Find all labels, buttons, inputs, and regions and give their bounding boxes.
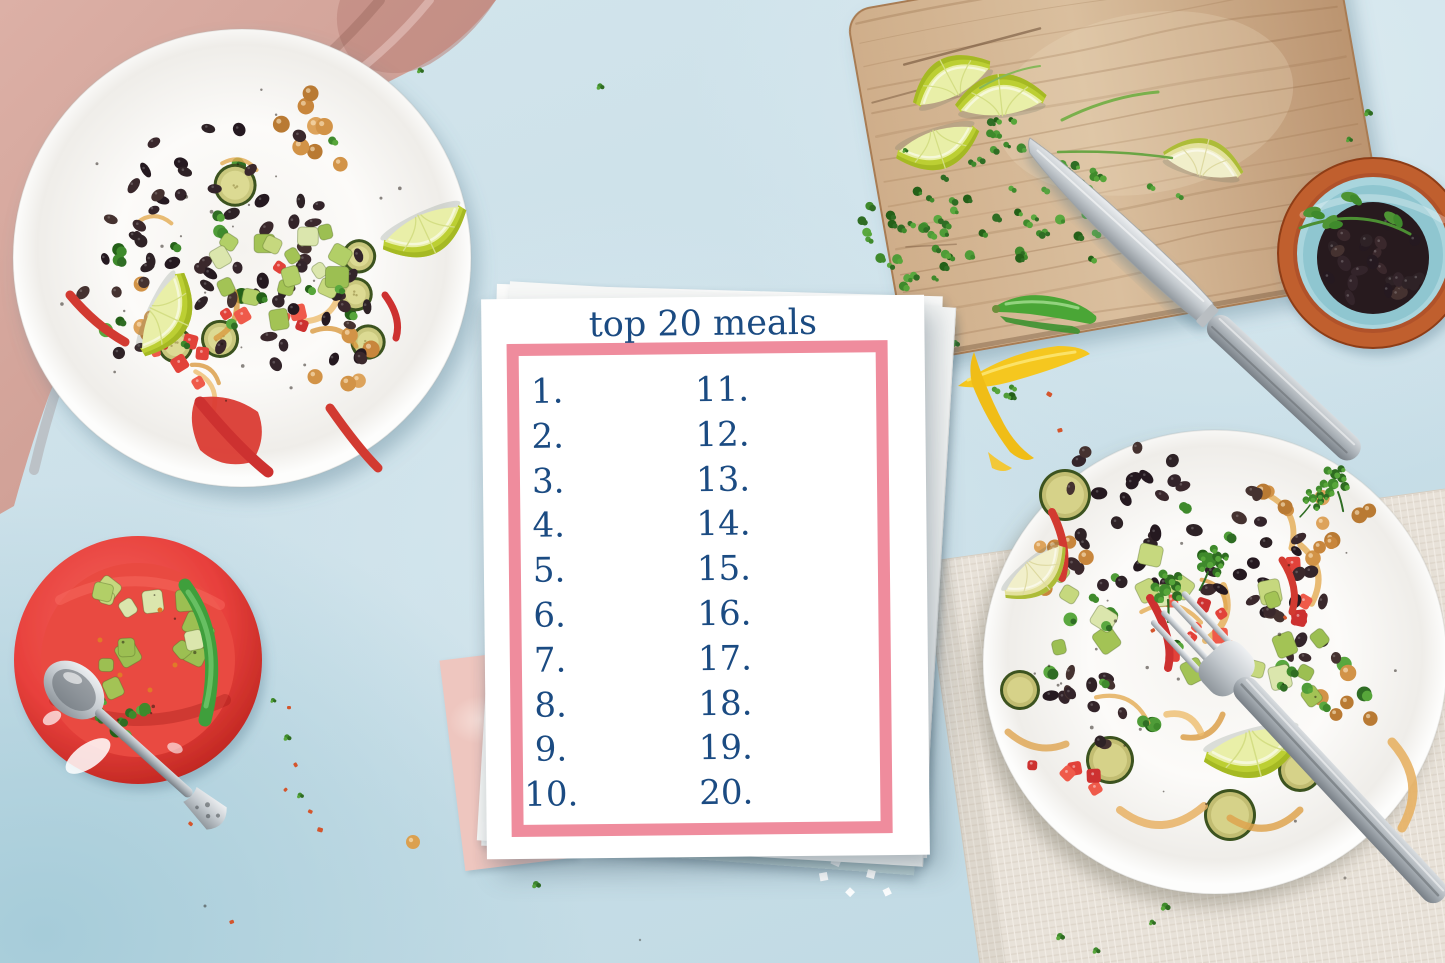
fajita-veggie-plate-top-left [12, 28, 472, 488]
parsley-bit [1149, 919, 1156, 926]
parsley-bit [1160, 902, 1171, 911]
parsley-bit [745, 837, 752, 844]
parsley-bit [283, 734, 292, 741]
black-beans-terracotta-bowl [1277, 157, 1445, 349]
parsley-bit [1346, 136, 1353, 143]
parsley-bit [596, 83, 605, 90]
parsley-bit [532, 880, 542, 889]
fork [1150, 591, 1445, 904]
parsley-bit [297, 792, 304, 799]
dinner-knife [1028, 137, 1361, 461]
parsley-bit [1056, 932, 1066, 941]
yellow-pepper-strips [958, 346, 1090, 471]
green-chili [992, 295, 1097, 334]
parsley-bit [270, 697, 277, 703]
parsley-sprig [1150, 569, 1183, 624]
parsley-sprig [1299, 485, 1329, 518]
lime-wedge [135, 270, 193, 357]
parsley-bit [902, 147, 909, 153]
board-garnish [857, 55, 1244, 401]
parsley-bit [417, 67, 424, 74]
lime-wedge [912, 55, 994, 111]
lime-wedge [1001, 541, 1066, 599]
lime-wedge [380, 200, 467, 258]
ornate-spoon [43, 660, 227, 830]
parsley-sprig [1196, 544, 1229, 591]
parsley-bit [1364, 108, 1374, 117]
lime-wedge [955, 73, 1047, 120]
lime-wedge [894, 120, 980, 171]
parsley-bit [1092, 947, 1101, 954]
lime-wedge [1162, 138, 1244, 183]
